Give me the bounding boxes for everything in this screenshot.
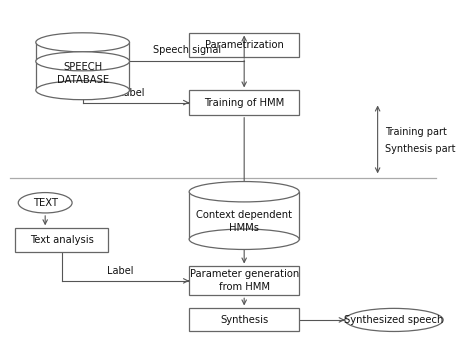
Polygon shape [189, 192, 299, 239]
Ellipse shape [18, 193, 72, 213]
Ellipse shape [189, 181, 299, 202]
Text: Synthesis part: Synthesis part [384, 144, 455, 154]
FancyBboxPatch shape [189, 90, 299, 115]
Text: Parametrization: Parametrization [205, 40, 283, 50]
Ellipse shape [36, 33, 129, 52]
Text: Training of HMM: Training of HMM [204, 98, 284, 107]
FancyBboxPatch shape [189, 266, 299, 295]
FancyBboxPatch shape [189, 308, 299, 331]
Text: SPEECH
DATABASE: SPEECH DATABASE [56, 62, 109, 85]
FancyBboxPatch shape [189, 33, 299, 57]
Text: Context dependent
HMMs: Context dependent HMMs [196, 209, 292, 233]
Text: Speech signal: Speech signal [153, 45, 221, 55]
Text: TEXT: TEXT [33, 198, 58, 208]
Text: Label: Label [108, 266, 134, 277]
Ellipse shape [36, 81, 129, 100]
Ellipse shape [345, 308, 443, 331]
Text: Parameter generation
from HMM: Parameter generation from HMM [190, 269, 299, 293]
Text: Label: Label [118, 88, 145, 98]
FancyBboxPatch shape [15, 228, 109, 252]
Polygon shape [36, 42, 129, 90]
Ellipse shape [189, 229, 299, 250]
Text: Synthesis: Synthesis [220, 315, 268, 325]
Text: Synthesized speech: Synthesized speech [344, 315, 444, 325]
Ellipse shape [36, 52, 129, 71]
Text: Training part: Training part [384, 127, 447, 137]
Text: Text analysis: Text analysis [30, 235, 93, 245]
